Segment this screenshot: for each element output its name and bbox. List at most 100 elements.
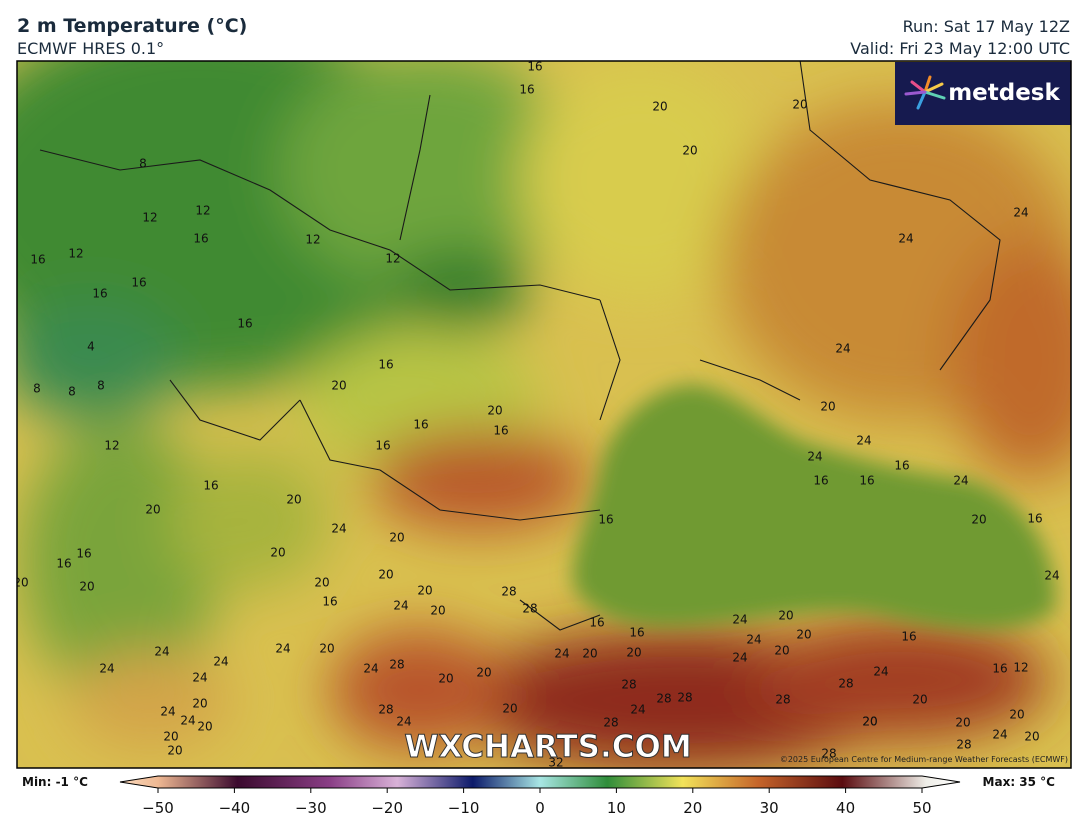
map: 16 16 20 20 20 8 12 12 16 12 16 12 12 24 24 16 16 16 4 24 16… (13, 60, 1071, 770)
contour-label: 20 (778, 609, 793, 623)
contour-label: 16 (56, 557, 71, 571)
contour-label: 16 (322, 595, 337, 609)
contour-label: 20 (682, 144, 697, 158)
contour-label: 16 (1027, 512, 1042, 526)
contour-label: 24 (154, 645, 169, 659)
contour-label: 20 (192, 697, 207, 711)
contour-label: 24 (953, 474, 968, 488)
contour-label: 20 (145, 503, 160, 517)
contour-label: 28 (501, 585, 516, 599)
temperature-field (17, 61, 1071, 768)
watermark: WXCHARTS.COM (404, 729, 691, 765)
contour-label: 28 (389, 658, 404, 672)
contour-label: 20 (331, 379, 346, 393)
contour-label: 28 (603, 716, 618, 730)
contour-label: 16 (92, 287, 107, 301)
contour-label: 24 (1013, 206, 1028, 220)
colorbar-tick-label: 40 (836, 799, 855, 817)
colorbar-tick-label: −40 (219, 799, 251, 817)
contour-label: 24 (835, 342, 850, 356)
contour-label: 16 (203, 479, 218, 493)
contour-label: 24 (856, 434, 871, 448)
contour-label: 24 (393, 599, 408, 613)
contour-label: 16 (859, 474, 874, 488)
contour-label: 20 (626, 646, 641, 660)
title: 2 m Temperature (°C) (17, 15, 247, 37)
contour-label: 24 (873, 665, 888, 679)
colorbar (119, 775, 961, 789)
contour-label: 28 (821, 747, 836, 761)
contour-label: 24 (807, 450, 822, 464)
contour-label: 16 (193, 232, 208, 246)
contour-label: 16 (527, 60, 542, 74)
contour-label: 24 (630, 703, 645, 717)
contour-label: 24 (554, 647, 569, 661)
min-label: Min: -1 °C (22, 775, 88, 789)
contour-label: 16 (894, 459, 909, 473)
contour-label: 16 (519, 83, 534, 97)
contour-label: 20 (476, 666, 491, 680)
contour-label: 24 (898, 232, 913, 246)
contour-label: 16 (493, 424, 508, 438)
map-frame (16, 60, 1072, 769)
contour-label: 28 (677, 691, 692, 705)
contour-label: 32 (548, 756, 563, 770)
max-label: Max: 35 °C (983, 775, 1056, 789)
colorbar-tick-label: −30 (295, 799, 327, 817)
contour-label: 16 (76, 547, 91, 561)
contour-label: 24 (99, 662, 114, 676)
colorbar-tick-label: −50 (142, 799, 174, 817)
contour-label: 28 (378, 703, 393, 717)
contour-label: 16 (375, 439, 390, 453)
contour-label: 20 (502, 702, 517, 716)
contour-label: 20 (792, 98, 807, 112)
contour-label: 8 (68, 385, 76, 399)
contour-label: 20 (774, 644, 789, 658)
colorbar-tick-label: 0 (535, 799, 545, 817)
colorbar-ticks: −50 −40 −30 −20 −10 0 10 20 30 40 50 (142, 788, 932, 817)
contour-label: 20 (862, 715, 877, 729)
contour-label: 8 (139, 157, 147, 171)
contour-labels: 16 16 20 20 20 8 12 12 16 12 16 12 12 24 24 16 16 16 4 24 16… (13, 60, 1060, 770)
contour-label: 20 (1024, 730, 1039, 744)
contour-label: 20 (438, 672, 453, 686)
contour-label: 20 (167, 744, 182, 758)
contour-label: 24 (396, 715, 411, 729)
contour-label: 28 (656, 692, 671, 706)
contour-label: 12 (104, 439, 119, 453)
contour-label: 28 (522, 602, 537, 616)
contour-label: 16 (598, 513, 613, 527)
contour-label: 24 (732, 651, 747, 665)
contour-label: 16 (413, 418, 428, 432)
contour-label: 12 (1013, 661, 1028, 675)
contour-label: 20 (487, 404, 502, 418)
contour-label: 20 (79, 580, 94, 594)
contour-label: 20 (286, 493, 301, 507)
colorbar-tick-label: 10 (607, 799, 626, 817)
contour-label: 16 (30, 253, 45, 267)
colorbar-tick-label: 30 (760, 799, 779, 817)
contour-label: 20 (652, 100, 667, 114)
contour-label: 12 (305, 233, 320, 247)
contour-label: 20 (820, 400, 835, 414)
contour-label: 20 (417, 584, 432, 598)
contour-label: 24 (180, 714, 195, 728)
contour-label: 24 (213, 655, 228, 669)
contour-label: 12 (195, 204, 210, 218)
contour-label: 24 (363, 662, 378, 676)
contour-label: 20 (270, 546, 285, 560)
colorbar-tick-label: −10 (448, 799, 480, 817)
contour-label: 20 (582, 647, 597, 661)
contour-label: 16 (237, 317, 252, 331)
contour-label: 20 (13, 576, 28, 590)
contour-label: 20 (971, 513, 986, 527)
contour-label: 12 (385, 252, 400, 266)
contour-label: 24 (992, 728, 1007, 742)
contour-label: 28 (838, 677, 853, 691)
contour-label: 20 (319, 642, 334, 656)
contour-label: 24 (1044, 569, 1059, 583)
logo: metdesk (948, 80, 1060, 106)
contour-label: 8 (33, 382, 41, 396)
contour-label: 20 (796, 628, 811, 642)
